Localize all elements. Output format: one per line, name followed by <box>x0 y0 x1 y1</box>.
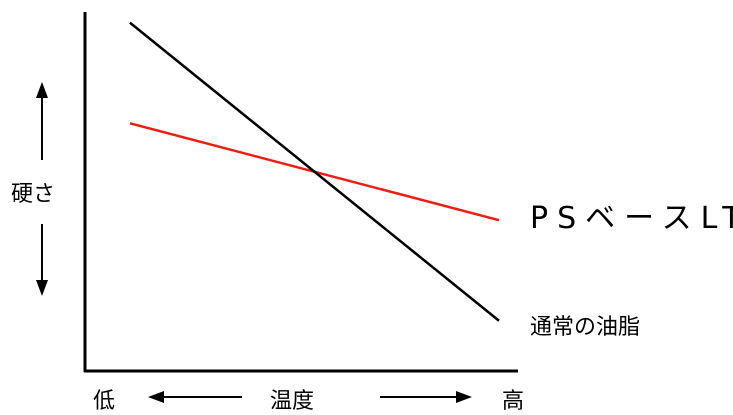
arrow-down-icon <box>36 280 48 296</box>
series-line-1 <box>129 21 500 322</box>
series-layer <box>129 21 500 322</box>
series-label-normal-fat: 通常の油脂 <box>530 315 640 340</box>
arrow-right-icon <box>456 391 472 403</box>
y-axis-label: 硬さ <box>11 182 55 207</box>
x-axis-label: 温度 <box>270 389 314 414</box>
x-tick-label-low: 低 <box>93 389 115 414</box>
arrow-up-icon <box>36 82 48 98</box>
arrow-left-icon <box>148 391 164 403</box>
series-label-ps-base-lt: PSベースLT <box>530 201 733 236</box>
x-tick-label-high: 高 <box>502 389 524 414</box>
